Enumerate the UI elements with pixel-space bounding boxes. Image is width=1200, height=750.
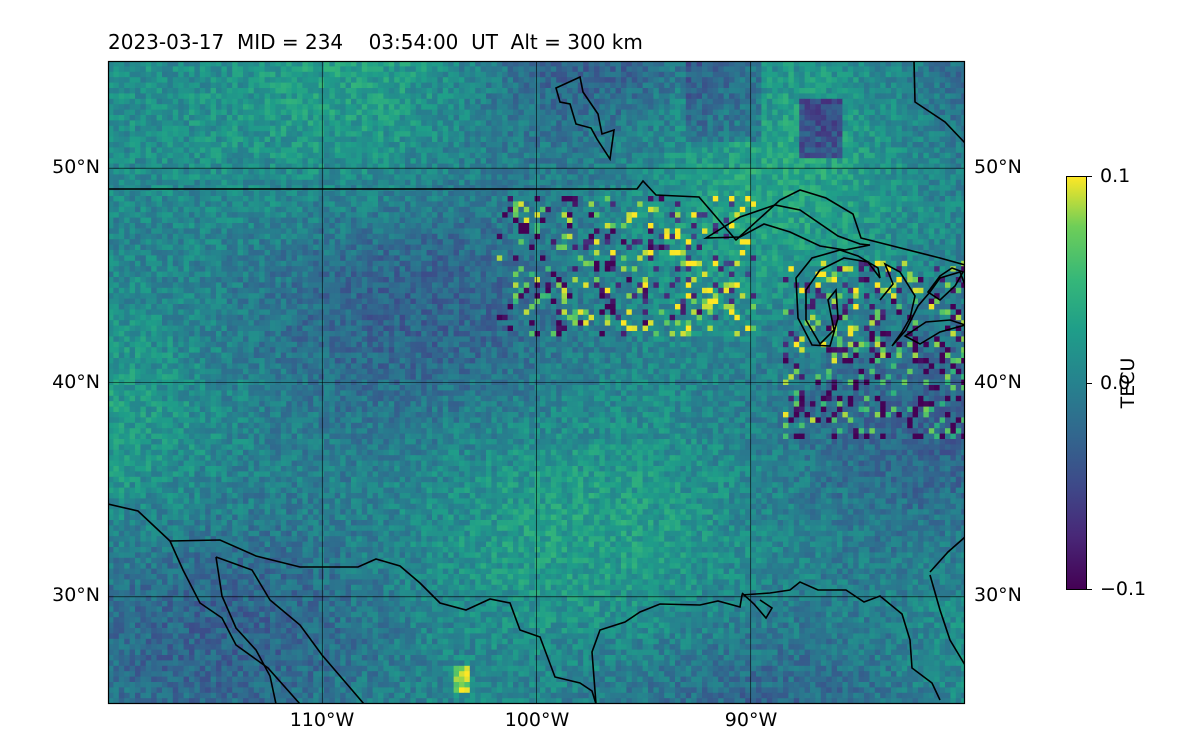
lon-label-110w: 110°W [289, 709, 355, 731]
lon-label-100w: 100°W [504, 709, 570, 731]
colorbar-tick-top [1086, 176, 1092, 177]
tec-field [108, 61, 965, 704]
colorbar-tick-mid [1086, 383, 1092, 384]
graticule [108, 61, 965, 704]
lake-michigan [795, 249, 881, 347]
hudson-bay-coast [913, 61, 965, 144]
gulf-coast [591, 581, 941, 704]
coastlines [108, 61, 965, 704]
lat-label-50-right: 50°N [974, 156, 1022, 178]
colorbar [1066, 176, 1087, 590]
lake-outline-north [555, 75, 615, 162]
map-frame [107, 60, 966, 705]
lake-ontario [926, 267, 965, 302]
colorbar-label-max: 0.1 [1100, 165, 1131, 187]
baja-inner [215, 556, 277, 704]
lat-label-50-left: 50°N [52, 156, 100, 178]
lat-label-40-right: 40°N [974, 371, 1022, 393]
colorbar-tick-bottom [1086, 589, 1092, 590]
us-mexico-border [169, 539, 597, 704]
lat-label-40-left: 40°N [52, 371, 100, 393]
colorbar-title: TECU [1117, 357, 1139, 409]
lake-erie [903, 319, 965, 345]
atlantic-coast [929, 536, 965, 573]
colorbar-label-min: −0.1 [1100, 578, 1147, 600]
colorbar-label-zero: 0.0 [1100, 372, 1131, 394]
lat-label-30-left: 30°N [52, 584, 100, 606]
baja-peninsula [215, 556, 365, 704]
lon-label-90w: 90°W [724, 709, 778, 731]
mexico-west-coast [108, 503, 301, 704]
lake-superior [703, 204, 871, 251]
lake-huron [879, 262, 965, 347]
us-canada-border [108, 179, 965, 266]
florida-east [929, 574, 965, 666]
florida-west [741, 592, 774, 620]
lat-label-30-right: 30°N [974, 584, 1022, 606]
plot-title: 2023-03-17 MID = 234 03:54:00 UT Alt = 3… [108, 30, 643, 54]
